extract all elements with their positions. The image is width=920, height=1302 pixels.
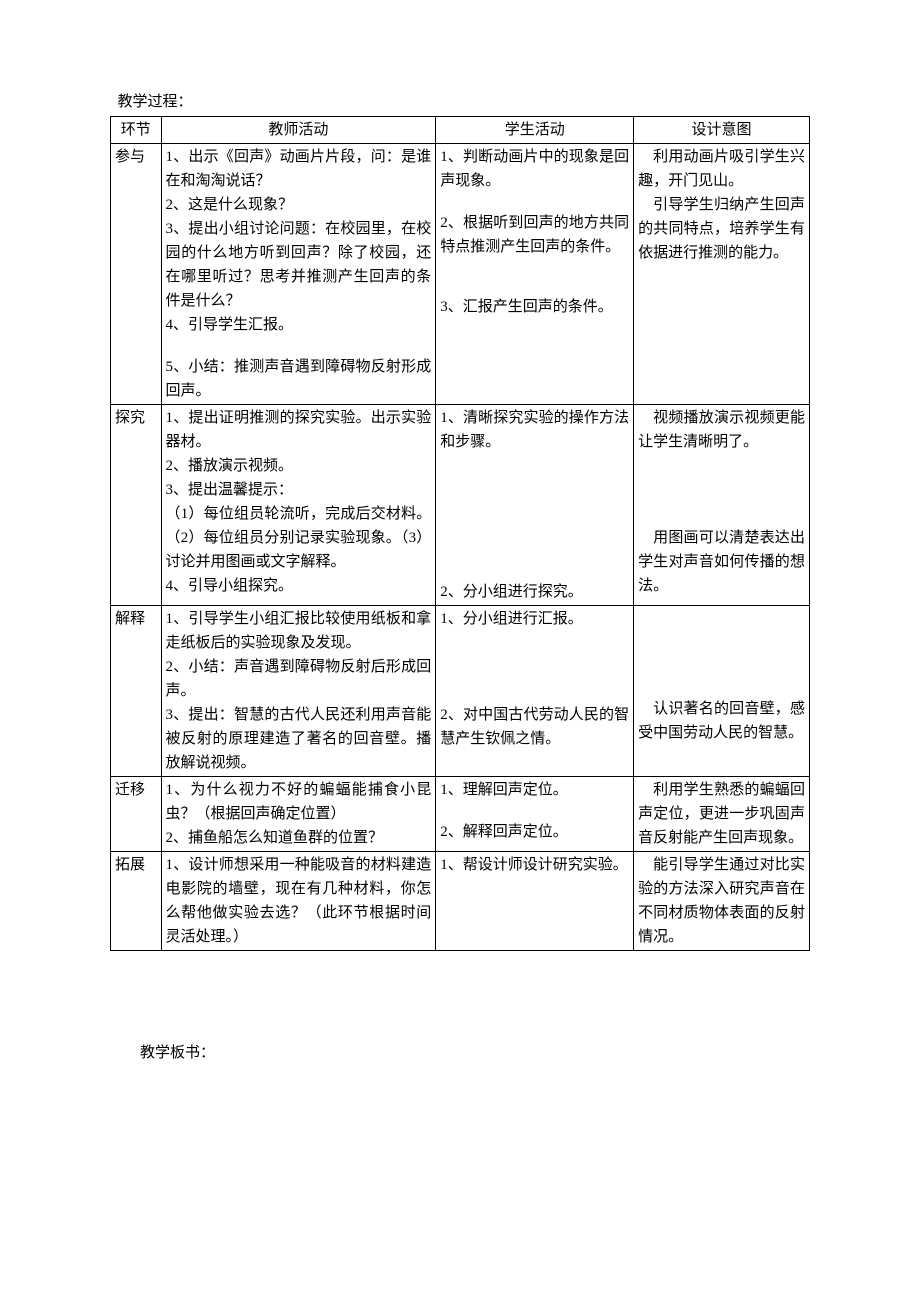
- student-cell: 1、判断动画片中的现象是回声现象。 2、根据听到回声的地方共同特点推测产生回声的…: [436, 144, 634, 405]
- teacher-para: 1、出示《回声》动画片片段，问：是谁在和淘淘说话？: [166, 145, 432, 193]
- student-para: 1、帮设计师设计研究实验。: [440, 853, 629, 877]
- col-header-design: 设计意图: [634, 117, 810, 144]
- student-para: 2、解释回声定位。: [440, 820, 629, 844]
- spacer: [638, 607, 805, 625]
- spacer: [440, 526, 629, 544]
- stage-cell: 拓展: [111, 852, 162, 951]
- spacer: [440, 508, 629, 526]
- teacher-para: 2、捕鱼船怎么知道鱼群的位置？: [166, 826, 432, 850]
- spacer: [638, 508, 805, 526]
- student-para: 1、理解回声定位。: [440, 778, 629, 802]
- stage-cell: 迁移: [111, 777, 162, 852]
- teacher-para: 3、提出小组讨论问题：在校园里，在校园的什么地方听到回声？除了校园，还在哪里听过…: [166, 217, 432, 313]
- spacer: [638, 625, 805, 643]
- spacer: [440, 802, 629, 820]
- table-row: 参与 1、出示《回声》动画片片段，问：是谁在和淘淘说话？ 2、这是什么现象？ 3…: [111, 144, 810, 405]
- teacher-para: 2、播放演示视频。: [166, 454, 432, 478]
- teacher-para: 2、小结：声音遇到障碍物反射后形成回声。: [166, 655, 432, 703]
- spacer: [440, 193, 629, 211]
- design-para: 能引导学生通过对比实验的方法深入研究声音在不同材质物体表面的反射情况。: [638, 853, 805, 949]
- spacer: [440, 259, 629, 277]
- design-para: 利用学生熟悉的蝙蝠回声定位，更进一步巩固声音反射能产生回声现象。: [638, 778, 805, 850]
- teacher-cell: 1、提出证明推测的探究实验。出示实验器材。 2、播放演示视频。 3、提出温馨提示…: [161, 405, 436, 606]
- spacer: [440, 472, 629, 490]
- design-para: 引导学生归纳产生回声的共同特点，培养学生有依据进行推测的能力。: [638, 193, 805, 265]
- teacher-para: 1、为什么视力不好的蝙蝠能捕食小昆虫？（根据回声确定位置）: [166, 778, 432, 826]
- design-cell: 认识著名的回音壁，感受中国劳动人民的智慧。: [634, 606, 810, 777]
- student-para: 1、判断动画片中的现象是回声现象。: [440, 145, 629, 193]
- process-header: 教学过程：: [110, 90, 810, 114]
- spacer: [638, 454, 805, 472]
- design-cell: 利用学生熟悉的蝙蝠回声定位，更进一步巩固声音反射能产生回声现象。: [634, 777, 810, 852]
- design-para: 视频播放演示视频更能让学生清晰明了。: [638, 406, 805, 454]
- col-header-student: 学生活动: [436, 117, 634, 144]
- spacer: [638, 679, 805, 697]
- spacer: [440, 544, 629, 562]
- student-para: 3、汇报产生回声的条件。: [440, 295, 629, 319]
- student-para: 2、对中国古代劳动人民的智慧产生钦佩之情。: [440, 703, 629, 751]
- student-para: 2、分小组进行探究。: [440, 580, 629, 604]
- design-para: 用图画可以清楚表达出学生对声音如何传播的想法。: [638, 526, 805, 598]
- stage-cell: 解释: [111, 606, 162, 777]
- student-cell: 1、清晰探究实验的操作方法和步骤。 2、分小组进行探究。: [436, 405, 634, 606]
- teacher-cell: 1、设计师想采用一种能吸音的材料建造电影院的墙壁，现在有几种材料，你怎么帮他做实…: [161, 852, 436, 951]
- teacher-para: 4、引导学生汇报。: [166, 313, 432, 337]
- table-row: 拓展 1、设计师想采用一种能吸音的材料建造电影院的墙壁，现在有几种材料，你怎么帮…: [111, 852, 810, 951]
- student-cell: 1、帮设计师设计研究实验。: [436, 852, 634, 951]
- teacher-para: 1、提出证明推测的探究实验。出示实验器材。: [166, 406, 432, 454]
- board-header: 教学板书：: [110, 1041, 810, 1065]
- student-para: 2、根据听到回声的地方共同特点推测产生回声的条件。: [440, 211, 629, 259]
- design-cell: 能引导学生通过对比实验的方法深入研究声音在不同材质物体表面的反射情况。: [634, 852, 810, 951]
- spacer: [440, 631, 629, 649]
- student-para: 1、分小组进行汇报。: [440, 607, 629, 631]
- table-row: 解释 1、引导学生小组汇报比较使用纸板和拿走纸板后的实验现象及发现。 2、小结：…: [111, 606, 810, 777]
- col-header-teacher: 教师活动: [161, 117, 436, 144]
- teacher-cell: 1、引导学生小组汇报比较使用纸板和拿走纸板后的实验现象及发现。 2、小结：声音遇…: [161, 606, 436, 777]
- spacer: [440, 685, 629, 703]
- table-row: 探究 1、提出证明推测的探究实验。出示实验器材。 2、播放演示视频。 3、提出温…: [111, 405, 810, 606]
- spacer: [638, 661, 805, 679]
- spacer: [638, 472, 805, 490]
- teacher-cell: 1、为什么视力不好的蝙蝠能捕食小昆虫？（根据回声确定位置） 2、捕鱼船怎么知道鱼…: [161, 777, 436, 852]
- spacer: [440, 277, 629, 295]
- teacher-para: 1、引导学生小组汇报比较使用纸板和拿走纸板后的实验现象及发现。: [166, 607, 432, 655]
- spacer: [440, 667, 629, 685]
- student-cell: 1、理解回声定位。 2、解释回声定位。: [436, 777, 634, 852]
- table-row: 迁移 1、为什么视力不好的蝙蝠能捕食小昆虫？（根据回声确定位置） 2、捕鱼船怎么…: [111, 777, 810, 852]
- table-header-row: 环节 教师活动 学生活动 设计意图: [111, 117, 810, 144]
- col-header-stage: 环节: [111, 117, 162, 144]
- design-cell: 利用动画片吸引学生兴趣，开门见山。 引导学生归纳产生回声的共同特点，培养学生有依…: [634, 144, 810, 405]
- spacer: [440, 562, 629, 580]
- teacher-para: 3、提出温馨提示：: [166, 478, 432, 502]
- stage-cell: 参与: [111, 144, 162, 405]
- spacer: [638, 490, 805, 508]
- teacher-para: 2、这是什么现象？: [166, 193, 432, 217]
- spacer: [638, 643, 805, 661]
- teacher-para: 3、提出：智慧的古代人民还利用声音能被反射的原理建造了著名的回音壁。播放解说视频…: [166, 703, 432, 775]
- teacher-para: 4、引导小组探究。: [166, 574, 432, 598]
- student-para: 1、清晰探究实验的操作方法和步骤。: [440, 406, 629, 454]
- spacer: [440, 649, 629, 667]
- design-para: 利用动画片吸引学生兴趣，开门见山。: [638, 145, 805, 193]
- stage-cell: 探究: [111, 405, 162, 606]
- student-cell: 1、分小组进行汇报。 2、对中国古代劳动人民的智慧产生钦佩之情。: [436, 606, 634, 777]
- spacer: [166, 337, 432, 355]
- teacher-cell: 1、出示《回声》动画片片段，问：是谁在和淘淘说话？ 2、这是什么现象？ 3、提出…: [161, 144, 436, 405]
- spacer: [440, 490, 629, 508]
- design-para: 认识著名的回音壁，感受中国劳动人民的智慧。: [638, 697, 805, 745]
- teaching-process-table: 环节 教师活动 学生活动 设计意图 参与 1、出示《回声》动画片片段，问：是谁在…: [110, 116, 810, 951]
- design-cell: 视频播放演示视频更能让学生清晰明了。 用图画可以清楚表达出学生对声音如何传播的想…: [634, 405, 810, 606]
- spacer: [440, 454, 629, 472]
- teacher-para: （1）每位组员轮流听，完成后交材料。（2）每位组员分别记录实验现象。（3）讨论并…: [166, 502, 432, 574]
- teacher-para: 1、设计师想采用一种能吸音的材料建造电影院的墙壁，现在有几种材料，你怎么帮他做实…: [166, 853, 432, 949]
- teacher-para: 5、小结：推测声音遇到障碍物反射形成回声。: [166, 355, 432, 403]
